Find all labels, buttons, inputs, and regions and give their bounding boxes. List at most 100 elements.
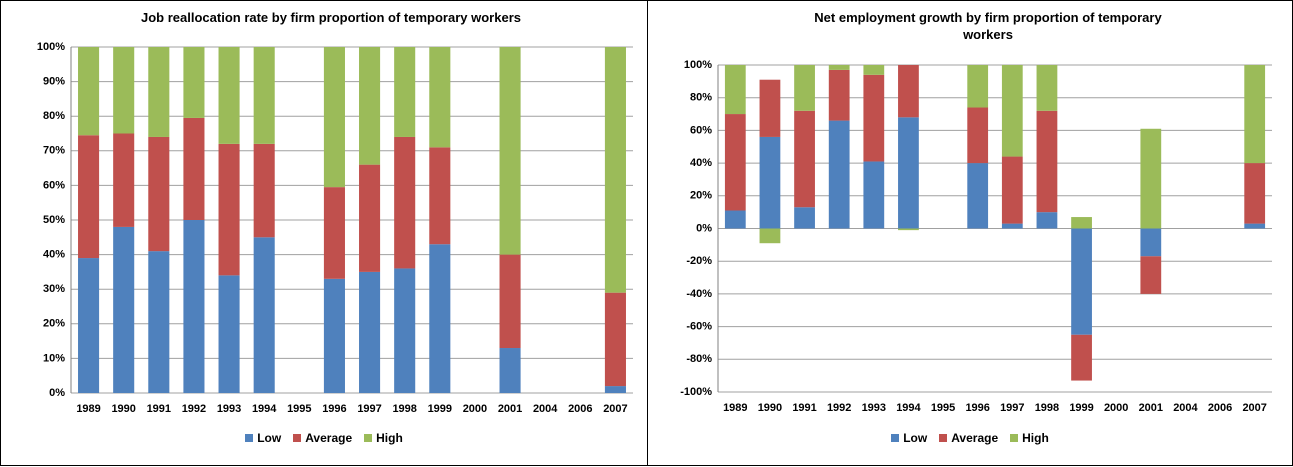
bar-segment: [1140, 128, 1162, 229]
y-tick-label: 30%: [43, 283, 65, 295]
bar-segment: [1036, 110, 1058, 213]
bar-segment: [863, 65, 885, 75]
y-tick-label: 20%: [690, 190, 712, 202]
bar-segment: [898, 65, 919, 118]
bar-segment: [323, 47, 345, 188]
x-tick-label: 1998: [392, 403, 416, 415]
x-tick-label: 1992: [182, 403, 206, 415]
bar-segment: [1140, 228, 1162, 257]
legend-label: Low: [257, 431, 282, 445]
legend-swatch: [891, 434, 900, 442]
y-tick-label: -80%: [686, 353, 712, 365]
x-tick-label: 1999: [428, 403, 452, 415]
legend-swatch: [364, 434, 373, 442]
y-tick-label: 100%: [37, 41, 65, 53]
bar-segment: [1071, 217, 1092, 229]
x-tick-label: 1996: [965, 402, 989, 414]
legend-item: High: [364, 431, 403, 445]
bar-segment: [1001, 65, 1023, 157]
bar-segment: [1140, 256, 1162, 294]
bar-segment: [323, 187, 345, 279]
legend-item: Low: [891, 431, 927, 445]
legend-item: Average: [293, 431, 352, 445]
bar-segment: [499, 254, 521, 349]
y-tick-label: 90%: [43, 76, 65, 88]
x-tick-label: 2000: [1104, 402, 1128, 414]
chart: 0% 10% 20% 30% 40% 50% 60% 70% 80% 90% 100% 1989 199…: [37, 41, 633, 415]
y-tick-label: -40%: [686, 288, 712, 300]
bar-segment: [794, 65, 815, 111]
chart-panel: Job reallocation rate by firm proportion…: [0, 0, 648, 466]
x-tick-label: 2004: [1173, 402, 1198, 414]
bar-segment: [323, 278, 345, 393]
x-tick-label: 1997: [357, 403, 381, 415]
x-tick-label: 2007: [1242, 402, 1266, 414]
x-tick-label: 1994: [896, 402, 921, 414]
bar-segment: [759, 79, 781, 137]
bar-segment: [113, 133, 135, 227]
bar-segment: [1036, 65, 1058, 111]
bar-segment: [724, 65, 746, 115]
y-tick-label: 60%: [690, 124, 712, 136]
legend-swatch: [1010, 434, 1019, 442]
bar-segment: [394, 47, 416, 137]
y-tick-label: 20%: [43, 318, 65, 330]
bar-segment: [78, 135, 100, 259]
y-tick-label: 0%: [696, 222, 712, 234]
bar-segment: [1244, 163, 1266, 224]
bar-segment: [898, 228, 919, 231]
bar-segment: [183, 117, 205, 220]
y-tick-label: 80%: [43, 110, 65, 122]
y-tick-label: 40%: [43, 249, 65, 261]
bar-segment: [113, 226, 135, 393]
legend: Low Average High: [648, 431, 1292, 445]
bar-segment: [218, 275, 240, 393]
bar-segment: [724, 114, 746, 211]
bar-segment: [898, 117, 919, 229]
bar-segment: [78, 47, 100, 136]
x-tick-label: 2001: [1139, 402, 1163, 414]
bar-segment: [794, 207, 815, 229]
bar-segment: [183, 47, 205, 118]
bar-segment: [759, 136, 781, 229]
bar-segment: [359, 47, 381, 165]
legend-label: Average: [305, 431, 353, 445]
legend-label: High: [1022, 431, 1049, 445]
bar-segment: [183, 220, 205, 393]
bar-segment: [499, 348, 521, 393]
x-tick-label: 2001: [498, 403, 522, 415]
y-tick-label: 60%: [43, 179, 65, 191]
y-tick-label: -20%: [686, 255, 712, 267]
bar-segment: [253, 47, 275, 144]
x-tick-label: 2000: [463, 403, 487, 415]
legend-item: High: [1010, 431, 1049, 445]
x-tick-label: 2006: [568, 403, 592, 415]
bar-segment: [1001, 156, 1023, 224]
y-tick-label: 10%: [43, 352, 65, 364]
bar-segment: [863, 161, 885, 229]
x-tick-label: 1995: [287, 403, 311, 415]
y-tick-label: -100%: [680, 386, 712, 398]
chart-title: Net employment growth by firm proportion…: [814, 10, 1162, 42]
bar-segment: [967, 65, 989, 108]
y-tick-label: 80%: [690, 92, 712, 104]
bar-segment: [863, 74, 885, 162]
x-tick-label: 2007: [603, 403, 627, 415]
x-tick-label: 1996: [322, 403, 346, 415]
bar-segment: [253, 237, 275, 393]
legend-swatch: [939, 434, 948, 442]
x-tick-label: 2004: [533, 403, 558, 415]
chart-title: Job reallocation rate by firm proportion…: [141, 10, 521, 25]
bar-segment: [499, 47, 521, 255]
x-tick-label: 1999: [1069, 402, 1093, 414]
bar-segment: [1001, 223, 1023, 229]
bar-segment: [828, 120, 850, 229]
bar-segment: [429, 244, 451, 393]
bar-segment: [1036, 212, 1058, 229]
y-tick-label: 70%: [43, 145, 65, 157]
legend-swatch: [245, 434, 254, 442]
legend-item: Average: [939, 431, 998, 445]
bar-segment: [828, 65, 850, 70]
legend-swatch: [293, 434, 302, 442]
y-tick-label: 100%: [684, 59, 712, 71]
